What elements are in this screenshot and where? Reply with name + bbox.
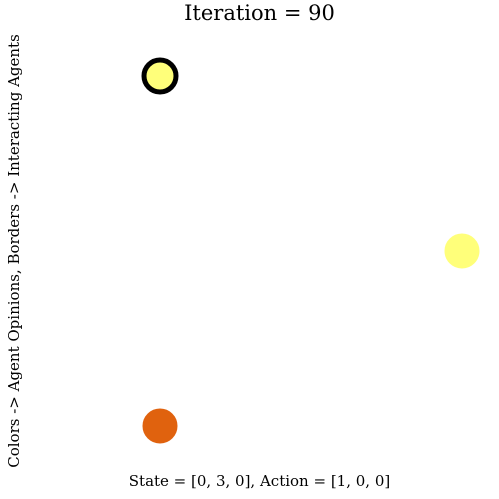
- figure-title: Iteration = 90: [184, 1, 335, 25]
- agent-node-1: [444, 233, 480, 269]
- state-action-label: State = [0, 3, 0], Action = [1, 0, 0]: [128, 472, 391, 490]
- agent-node-2: [142, 408, 178, 444]
- agent-node-0: [141, 57, 179, 95]
